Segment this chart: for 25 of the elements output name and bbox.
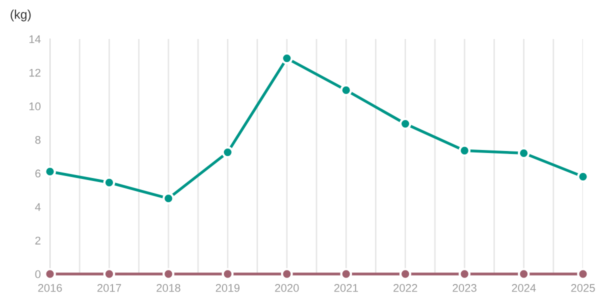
y-tick-label: 8 bbox=[35, 136, 40, 144]
y-tick-label: 4 bbox=[35, 203, 41, 211]
point bbox=[340, 84, 352, 96]
y-tick-label: 0 bbox=[35, 270, 41, 278]
y-axis-title: (kg) bbox=[10, 10, 31, 22]
point bbox=[458, 144, 470, 157]
x-tick-label: 2016 bbox=[38, 284, 62, 292]
x-tick-label: 2023 bbox=[452, 284, 476, 292]
x-tick-label: 2022 bbox=[394, 284, 418, 292]
x-tick-label: 2017 bbox=[97, 284, 122, 292]
x-tick-label: 2020 bbox=[275, 284, 299, 292]
y-tick-label: 10 bbox=[29, 102, 41, 110]
x-tick-label: 2024 bbox=[512, 284, 536, 292]
point bbox=[399, 118, 412, 130]
x-tick-label: 2025 bbox=[571, 284, 595, 292]
point bbox=[518, 147, 530, 160]
y-tick-label: 6 bbox=[35, 170, 40, 178]
point bbox=[162, 192, 174, 204]
x-tick-label: 2019 bbox=[216, 284, 240, 292]
y-tick-label: 2 bbox=[35, 236, 40, 244]
x-tick-label: 2021 bbox=[334, 284, 358, 292]
y-tick-label: 12 bbox=[29, 68, 40, 77]
y-tick-label: 14 bbox=[29, 35, 41, 44]
x-tick-label: 2018 bbox=[156, 284, 180, 292]
point bbox=[103, 176, 116, 188]
